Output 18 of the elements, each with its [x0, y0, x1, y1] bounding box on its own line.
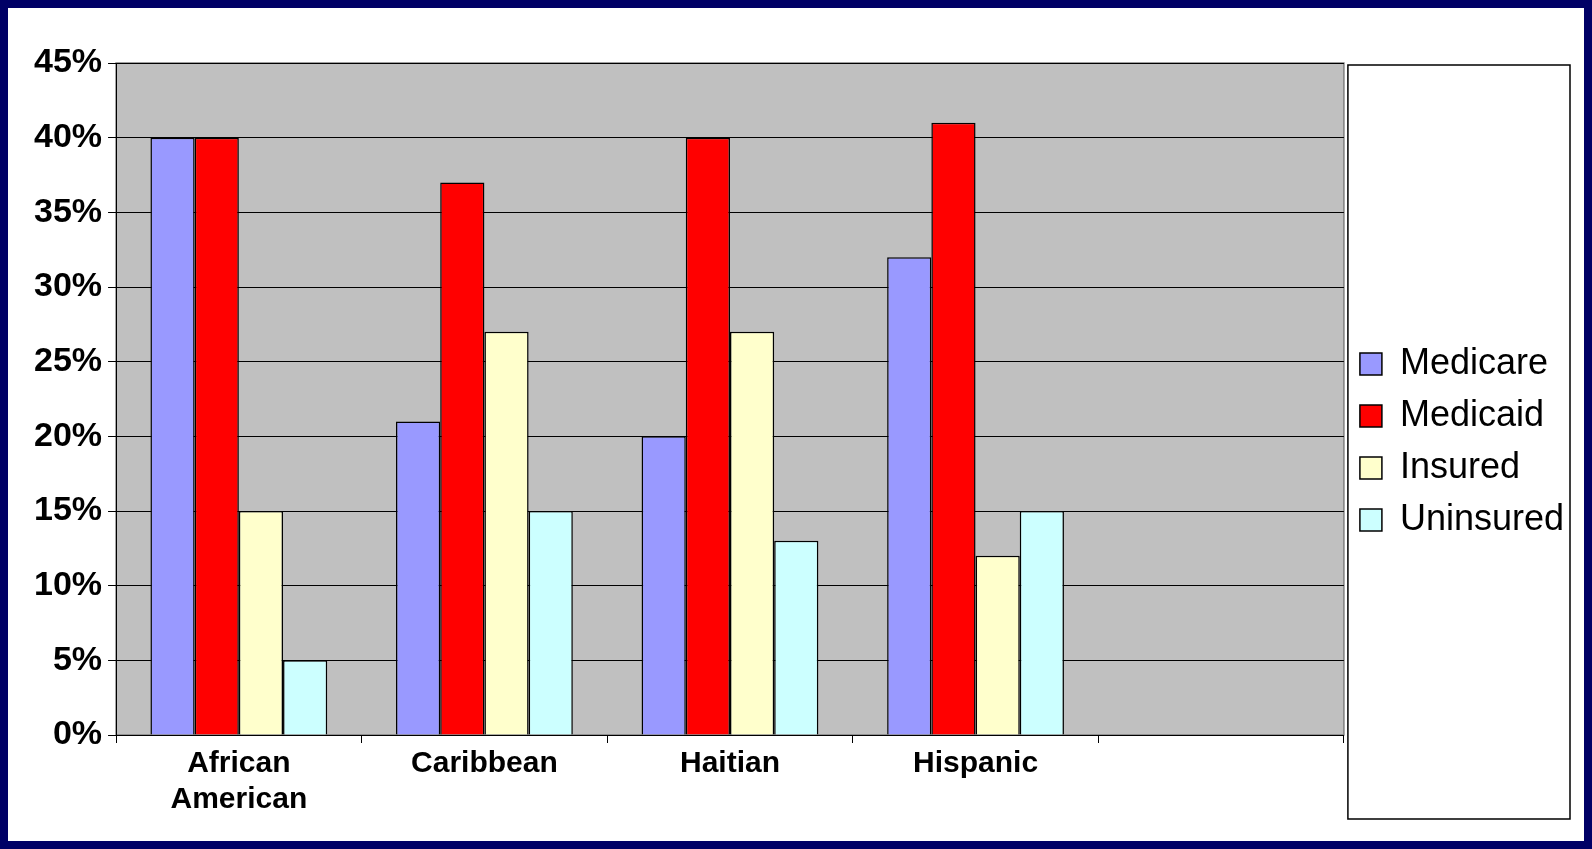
- x-tick-label: African American: [170, 745, 308, 815]
- y-tick-label: 15%: [33, 489, 103, 528]
- y-tick-label: 5%: [52, 638, 103, 677]
- legend-label: Medicaid: [1399, 392, 1544, 434]
- y-tick-label: 35%: [33, 190, 103, 229]
- y-tick-label: 30%: [33, 265, 103, 304]
- y-tick-label: 10%: [33, 564, 103, 603]
- x-tick-label: Caribbean: [411, 745, 558, 779]
- x-tick-label: Haitian: [679, 745, 780, 779]
- y-tick-label: 25%: [33, 340, 103, 379]
- y-tick-label: 20%: [33, 414, 103, 453]
- y-tick-label: 45%: [33, 41, 103, 80]
- x-tick-label: Hispanic: [913, 745, 1039, 779]
- legend-label: Insured: [1399, 444, 1520, 486]
- y-tick-label: 0%: [52, 713, 103, 752]
- legend-label: Medicare: [1399, 340, 1548, 382]
- y-tick-label: 40%: [33, 116, 103, 155]
- legend-label: Uninsured: [1399, 496, 1564, 538]
